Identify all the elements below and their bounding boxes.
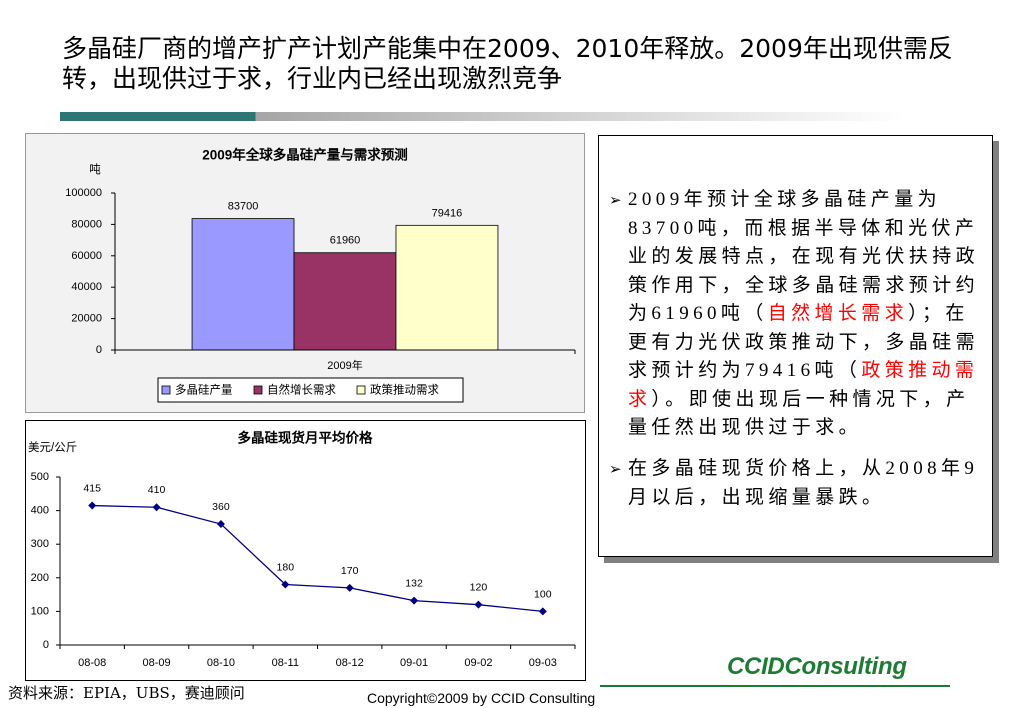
logo-underline — [600, 685, 950, 687]
price-value-label: 120 — [470, 582, 488, 594]
x-tick-label: 08-11 — [272, 657, 299, 669]
legend-label: 多晶硅产量 — [175, 383, 233, 397]
bar-series-3 — [395, 224, 499, 351]
price-value-label: 100 — [534, 588, 552, 600]
bullet-supply-forecast: ➢ 2009年预计全球多晶硅产量为 83700吨，而根据半导体和光伏产 业的发展… — [609, 186, 979, 443]
y-axis-unit-label: 美元/公斤 — [28, 440, 77, 454]
ccid-consulting-logo: CCIDConsulting — [727, 653, 907, 680]
bullet-line: 量任然出现供过于求。 — [628, 414, 979, 443]
x-tick-label: 08-08 — [78, 657, 106, 669]
x-tick-label: 08-12 — [336, 657, 364, 669]
slide-title-line-2: 转，出现供过于求，行业内已经出现激烈竞争 — [62, 64, 563, 93]
bullet-line: 月以后，出现缩量暴跌。 — [628, 484, 978, 513]
diamond-marker — [474, 600, 483, 609]
diamond-marker — [152, 503, 161, 512]
bar-value-label: 61960 — [330, 235, 361, 247]
price-value-label: 170 — [341, 565, 359, 577]
price-value-label: 410 — [148, 484, 166, 496]
arrow-bullet-icon: ➢ — [609, 460, 622, 478]
chart-title: 多晶硅现货月平均价格 — [238, 430, 373, 446]
bullet-line: 2009年预计全球多晶硅产量为 — [628, 186, 979, 215]
text-segment: 业的发展特点，在现有光伏扶持政 — [628, 246, 980, 267]
x-tick-label: 09-02 — [464, 657, 492, 669]
bullet-line: 更有力光伏政策推动下，多晶硅需 — [628, 329, 979, 358]
bullet-line: 为61960吨（自然增长需求）；在 — [628, 300, 979, 329]
diamond-marker — [345, 583, 354, 592]
legend-swatch-2 — [253, 385, 263, 395]
text-segment: 在多晶硅现货价格上，从2008年9 — [628, 458, 979, 479]
y-axis-unit-label: 吨 — [89, 163, 101, 176]
y-tick-label: 40000 — [71, 281, 102, 293]
text-segment: 更有力光伏政策推动下，多晶硅需 — [628, 331, 980, 353]
bullet-line: 求）。即使出现后一种情况下，产 — [628, 386, 979, 415]
legend-label: 政策推动需求 — [370, 383, 439, 397]
bullet-line: 求预计约为79416吨（政策推动需 — [628, 357, 979, 386]
bullet-line: 业的发展特点，在现有光伏扶持政 — [628, 243, 979, 272]
text-segment: ）；在 — [908, 303, 969, 324]
text-segment: 2009年预计全球多晶硅产量为 — [628, 189, 942, 210]
x-tick-label: 08-10 — [207, 657, 235, 669]
highlighted-text: 自然增长需求 — [767, 303, 909, 324]
y-tick-label: 80000 — [71, 218, 102, 230]
diamond-marker — [538, 607, 547, 616]
y-tick-label: 100000 — [65, 187, 102, 199]
x-tick-label: 2009年 — [327, 358, 362, 372]
diamond-marker — [410, 596, 419, 605]
diamond-marker — [281, 580, 290, 589]
price-value-label: 360 — [212, 501, 230, 513]
y-tick-label: 0 — [43, 639, 49, 651]
price-value-label: 132 — [405, 578, 423, 590]
diamond-marker — [88, 501, 97, 510]
y-tick-label: 300 — [31, 538, 49, 550]
y-tick-label: 60000 — [71, 250, 102, 262]
y-tick-label: 0 — [96, 344, 102, 356]
y-tick-label: 20000 — [71, 313, 102, 325]
price-value-label: 180 — [277, 562, 295, 574]
title-accent-bar — [60, 112, 905, 121]
highlighted-text: 求 — [628, 388, 652, 410]
text-segment: 83700吨，而根据半导体和光伏产 — [628, 217, 979, 239]
price-value-label: 415 — [83, 483, 101, 495]
copyright-text: Copyright©2009 by CCID Consulting — [367, 690, 596, 706]
text-segment: 求预计约为79416吨（ — [628, 360, 862, 381]
source-note: 资料来源：EPIA，UBS，赛迪顾问 — [8, 684, 245, 702]
highlighted-text: 政策推动需 — [861, 360, 979, 381]
price-line — [92, 504, 543, 613]
x-tick-label: 08-09 — [142, 657, 170, 669]
bullet-spot-price: ➢ 在多晶硅现货价格上，从2008年9 月以后，出现缩量暴跌。 — [609, 455, 978, 513]
bar-value-label: 83700 — [228, 201, 259, 213]
chart-frame — [25, 420, 586, 681]
info-box: ➢ 2009年预计全球多晶硅产量为 83700吨，而根据半导体和光伏产 业的发展… — [598, 135, 993, 557]
y-tick-label: 100 — [31, 605, 49, 617]
text-segment: 月以后，出现缩量暴跌。 — [628, 486, 886, 508]
x-tick-label: 09-01 — [400, 657, 428, 669]
text-segment: 策作用下，全球多晶硅需求预计约 — [628, 274, 980, 296]
diamond-marker — [216, 520, 225, 529]
y-tick-label: 400 — [31, 505, 49, 517]
slide-title-line-1: 多晶硅厂商的增产扩产计划产能集中在2009、2010年释放。2009年出现供需反 — [62, 34, 953, 63]
x-tick-label: 09-03 — [529, 657, 557, 669]
y-tick-label: 500 — [31, 471, 49, 483]
chart-title: 2009年全球多晶硅产量与需求预测 — [202, 147, 408, 163]
bar-series-1 — [191, 218, 295, 351]
bullet-line: 策作用下，全球多晶硅需求预计约 — [628, 272, 979, 301]
bullet-line: 在多晶硅现货价格上，从2008年9 — [628, 455, 978, 484]
legend-swatch-1 — [161, 385, 171, 395]
legend-label: 自然增长需求 — [267, 383, 336, 397]
bar-value-label: 79416 — [432, 207, 463, 219]
bullet-line: 83700吨，而根据半导体和光伏产 — [628, 215, 979, 244]
legend-box — [157, 377, 464, 403]
text-segment: ）。即使出现后一种情况下，产 — [651, 388, 970, 410]
arrow-bullet-icon: ➢ — [609, 191, 622, 209]
text-segment: 为61960吨（ — [628, 303, 768, 324]
bar-series-2 — [293, 252, 397, 351]
text-segment: 量任然出现供过于求。 — [628, 417, 863, 438]
legend-swatch-3 — [356, 385, 366, 395]
y-tick-label: 200 — [31, 572, 49, 584]
